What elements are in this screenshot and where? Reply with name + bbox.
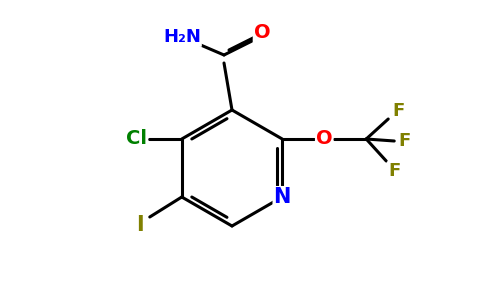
Text: F: F xyxy=(392,102,404,120)
Text: O: O xyxy=(254,23,270,43)
Text: O: O xyxy=(316,130,333,148)
Text: I: I xyxy=(136,215,144,235)
Text: F: F xyxy=(388,162,400,180)
Text: N: N xyxy=(273,187,291,207)
Text: Cl: Cl xyxy=(126,130,147,148)
Text: F: F xyxy=(398,132,410,150)
Text: H₂N: H₂N xyxy=(163,28,201,46)
